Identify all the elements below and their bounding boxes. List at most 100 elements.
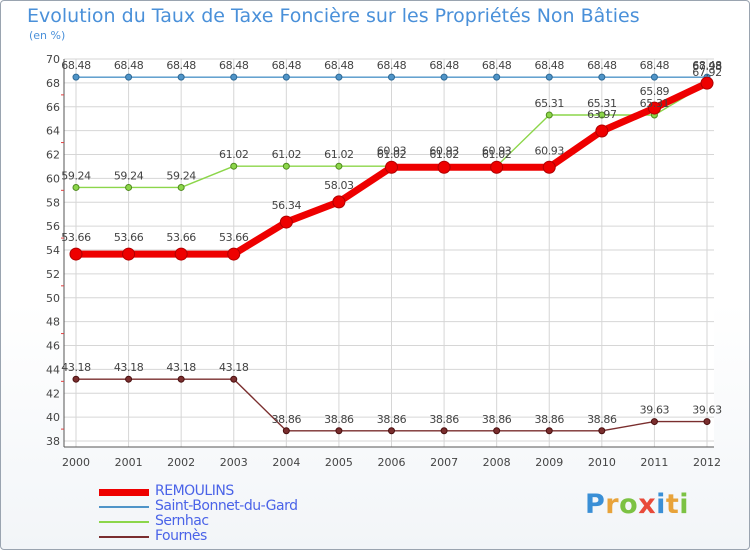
x-tick-label: 2001 — [115, 456, 143, 469]
data-label: 65.31 — [640, 97, 670, 110]
data-label: 65.89 — [640, 85, 670, 98]
data-label: 43.18 — [219, 361, 249, 374]
data-label: 65.31 — [587, 97, 617, 110]
legend-swatch — [99, 506, 149, 508]
data-point — [545, 73, 553, 81]
data-point — [437, 160, 451, 174]
data-label: 38.86 — [482, 413, 512, 426]
data-label: 60.93 — [535, 144, 565, 157]
labels-fourn-s: 43.18 43.18 43.18 43.18 38.86 38.86 38.86 38.86… — [61, 361, 722, 426]
y-tick-label: 48 — [46, 316, 60, 329]
data-point — [440, 427, 448, 435]
labels-remoulins: 53.66 53.66 53.66 53.66 56.34 58.03 60.93 60.93… — [61, 60, 722, 244]
data-label: 38.86 — [587, 413, 617, 426]
data-point — [385, 160, 398, 174]
y-axis-unit: (en %) — [29, 29, 66, 42]
data-label: 59.24 — [166, 169, 196, 182]
data-label: 68.48 — [114, 59, 144, 72]
data-point — [647, 101, 661, 115]
data-point — [703, 418, 711, 426]
series-saint-bonnet-du-gard — [72, 73, 711, 81]
data-point — [493, 73, 501, 81]
data-point — [279, 215, 293, 229]
proxiti-logo: Proxiti — [585, 489, 689, 520]
x-tick-label: 2010 — [588, 456, 616, 469]
data-label: 61.02 — [324, 148, 354, 161]
legend-swatch — [99, 521, 149, 523]
logo-letter: x — [638, 489, 657, 520]
data-point — [335, 73, 343, 81]
x-tick-label: 2003 — [220, 456, 248, 469]
logo-letter: o — [619, 489, 639, 520]
x-tick-label: 2000 — [62, 456, 90, 469]
data-label: 68.48 — [640, 59, 670, 72]
y-tick-label: 60 — [46, 172, 60, 185]
data-label: 59.24 — [114, 169, 144, 182]
data-point — [282, 73, 290, 81]
legend-label: Fournès — [155, 528, 207, 544]
y-tick-label: 40 — [46, 411, 60, 424]
data-label: 61.02 — [482, 148, 512, 161]
data-label: 68.48 — [272, 59, 302, 72]
data-point — [650, 73, 658, 81]
data-label: 68.48 — [61, 59, 91, 72]
y-tick-label: 62 — [46, 149, 60, 162]
data-label: 61.02 — [429, 148, 459, 161]
legend-label: REMOULINS — [155, 483, 234, 499]
data-point — [440, 73, 448, 81]
logo-letter: r — [605, 489, 620, 520]
data-point — [125, 183, 133, 191]
data-label: 67.92 — [692, 66, 722, 79]
labels-saint-bonnet-du-gard: 68.48 68.48 68.48 68.48 68.48 68.48 68.48 68.48… — [61, 59, 722, 72]
data-label: 38.86 — [272, 413, 302, 426]
data-label: 65.31 — [535, 97, 565, 110]
y-tick-label: 46 — [46, 340, 60, 353]
data-label: 68.48 — [166, 59, 196, 72]
data-point — [122, 247, 136, 261]
x-tick-label: 2004 — [272, 456, 300, 469]
y-tick-label: 50 — [46, 292, 60, 305]
data-label: 60.93 — [482, 144, 512, 157]
data-point — [545, 427, 553, 435]
data-label: 39.63 — [640, 404, 670, 417]
data-label: 53.66 — [166, 231, 196, 244]
x-tick-label: 2012 — [693, 456, 721, 469]
x-tick-label: 2002 — [167, 456, 195, 469]
data-point — [174, 247, 188, 261]
legend-label: Sernhac — [155, 513, 209, 529]
y-tick-label: 52 — [46, 268, 60, 281]
data-label: 38.86 — [324, 413, 354, 426]
data-label: 38.86 — [377, 413, 407, 426]
data-point — [177, 375, 185, 383]
data-label: 60.93 — [377, 144, 407, 157]
data-label: 60.93 — [429, 144, 459, 157]
data-point — [125, 73, 133, 81]
logo-letter: t — [665, 489, 680, 520]
x-tick-label: 2006 — [378, 456, 406, 469]
data-label: 68.48 — [692, 59, 722, 72]
data-point — [388, 73, 395, 81]
data-label: 68.48 — [482, 59, 512, 72]
data-label: 38.86 — [429, 413, 459, 426]
x-tick-label: 2011 — [640, 456, 668, 469]
data-label: 58.03 — [324, 179, 354, 192]
y-tick-label: 44 — [46, 363, 60, 376]
data-point — [490, 160, 504, 174]
chart-title: Evolution du Taux de Taxe Foncière sur l… — [27, 5, 640, 27]
data-label: 43.18 — [114, 361, 144, 374]
data-point — [227, 247, 241, 261]
data-label: 59.24 — [61, 169, 91, 182]
data-point — [72, 183, 80, 191]
logo-letter: P — [585, 489, 606, 520]
data-point — [332, 195, 346, 209]
data-label: 39.63 — [692, 404, 722, 417]
data-point — [125, 375, 133, 383]
y-tick-label: 56 — [46, 220, 60, 233]
data-point — [177, 183, 185, 191]
data-point — [388, 427, 395, 435]
legend-label: Saint-Bonnet-du-Gard — [155, 498, 298, 514]
y-tick-label: 64 — [46, 125, 60, 138]
series-fourn-s — [72, 375, 711, 435]
